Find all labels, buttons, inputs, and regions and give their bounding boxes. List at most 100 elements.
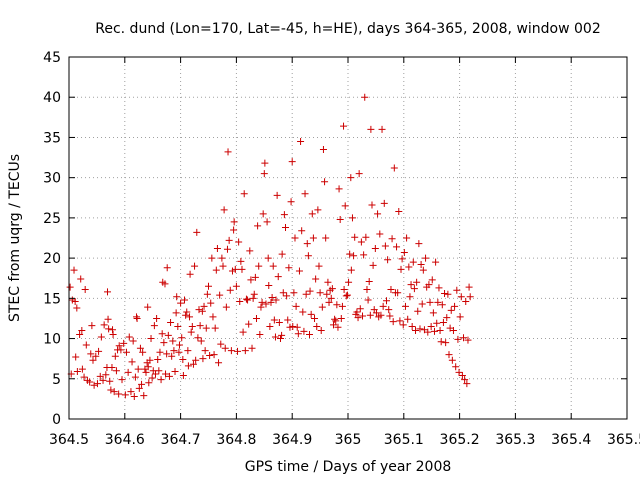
data-point <box>347 266 355 274</box>
data-point <box>374 210 382 218</box>
data-point <box>223 245 231 253</box>
data-point <box>92 352 100 360</box>
data-point <box>464 336 472 344</box>
data-point <box>244 296 252 304</box>
data-point <box>334 323 342 331</box>
data-point <box>232 282 240 290</box>
x-tick-label: 365.5 <box>607 432 640 448</box>
data-point <box>400 248 408 256</box>
data-point <box>142 368 150 376</box>
data-point <box>258 298 266 306</box>
data-point <box>158 330 166 338</box>
data-point <box>246 247 254 255</box>
data-point <box>102 371 110 379</box>
data-point <box>167 318 175 326</box>
data-point <box>193 228 201 236</box>
data-point <box>288 158 296 166</box>
data-point <box>422 254 430 262</box>
data-point <box>120 339 128 347</box>
y-tick-label: 15 <box>43 291 61 307</box>
data-point <box>302 290 310 298</box>
data-point <box>303 240 311 248</box>
data-point <box>396 317 404 325</box>
data-point <box>394 289 402 297</box>
data-point <box>230 226 238 234</box>
data-point <box>128 358 136 366</box>
data-point <box>88 322 96 330</box>
data-point <box>117 346 125 354</box>
y-tick-label: 10 <box>43 332 61 348</box>
axis-ticks: 364.5 364.6 364.7 364.8 364.9 365 365.1 365.2 36… <box>43 50 640 448</box>
y-tick-label: 40 <box>43 90 61 106</box>
data-point <box>221 344 229 352</box>
data-point <box>172 309 180 317</box>
y-tick-label: 5 <box>52 372 61 388</box>
data-point <box>427 322 435 330</box>
data-point <box>372 309 380 317</box>
data-point <box>275 318 283 326</box>
data-point <box>237 257 245 265</box>
data-point <box>407 281 415 289</box>
y-tick-label: 25 <box>43 211 61 227</box>
data-point <box>174 322 182 330</box>
data-point <box>458 372 466 380</box>
data-point <box>163 264 171 272</box>
data-point <box>317 327 325 335</box>
data-point <box>86 378 94 386</box>
data-point <box>133 313 141 321</box>
data-point <box>300 327 308 335</box>
data-point <box>335 185 343 193</box>
data-point <box>435 284 443 292</box>
data-point <box>346 250 354 258</box>
data-point <box>153 314 161 322</box>
x-tick-label: 365.2 <box>440 432 480 448</box>
data-point <box>186 270 194 278</box>
data-point <box>414 307 422 315</box>
data-point <box>241 347 249 355</box>
data-points <box>66 93 474 400</box>
data-point <box>355 170 363 178</box>
data-point <box>109 331 117 339</box>
data-point <box>360 251 368 259</box>
y-tick-label: 35 <box>43 130 61 146</box>
data-point <box>424 328 432 336</box>
data-point <box>81 285 89 293</box>
data-point <box>154 355 162 363</box>
data-point <box>437 338 445 346</box>
data-point <box>73 304 81 312</box>
data-point <box>173 293 181 301</box>
data-point <box>187 328 195 336</box>
data-point <box>403 234 411 242</box>
data-point <box>93 380 101 388</box>
data-point <box>380 199 388 207</box>
data-point <box>245 320 253 328</box>
data-point <box>283 292 291 300</box>
grid-lines <box>69 57 627 419</box>
data-point <box>195 306 203 314</box>
data-point <box>148 374 156 382</box>
data-point <box>205 282 212 290</box>
data-point <box>227 347 235 355</box>
data-point <box>313 322 321 330</box>
data-point <box>121 391 129 399</box>
data-point <box>259 210 267 218</box>
data-point <box>104 315 112 323</box>
data-point <box>80 373 88 381</box>
data-point <box>436 327 444 335</box>
data-point <box>278 250 286 258</box>
x-tick-label: 364.8 <box>216 432 256 448</box>
data-point <box>165 372 173 380</box>
data-point <box>73 368 81 376</box>
data-point <box>122 348 130 356</box>
data-point <box>234 347 242 355</box>
data-point <box>70 266 78 274</box>
data-point <box>196 322 204 330</box>
data-point <box>109 326 117 334</box>
data-point <box>376 230 384 238</box>
data-point <box>305 331 313 339</box>
data-point <box>257 303 265 311</box>
data-point <box>377 311 385 319</box>
data-point <box>111 352 119 360</box>
data-point <box>96 372 104 380</box>
